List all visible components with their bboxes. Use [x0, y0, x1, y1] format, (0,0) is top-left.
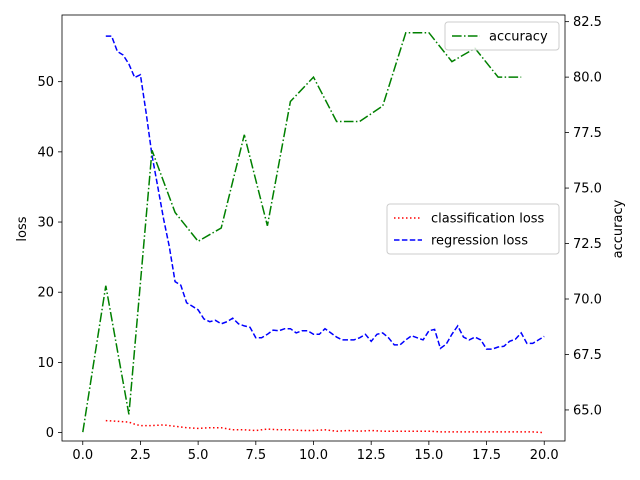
y-left-tick-label: 40 [37, 145, 54, 160]
x-axis: 0.0 2.5 5.0 7.5 10.0 12.5 15.0 17.5 20.0 [72, 441, 559, 463]
x-tick-label: 0.0 [72, 448, 93, 463]
x-tick-label: 12.5 [357, 448, 386, 463]
legend-entry: regression loss [431, 234, 528, 249]
legend-losses: classification loss regression loss [386, 203, 560, 255]
legend-accuracy: accuracy [444, 21, 560, 51]
x-tick-label: 5.0 [188, 448, 209, 463]
y-right-tick-label: 82.5 [573, 15, 602, 30]
legend-box [386, 203, 560, 255]
legend-box [444, 21, 560, 51]
x-tick-label: 7.5 [245, 448, 266, 463]
x-tick-label: 2.5 [130, 448, 151, 463]
y-axis-right: 65.0 67.5 70.0 72.5 75.0 77.5 80.0 82.5 [565, 15, 602, 418]
y-right-tick-label: 67.5 [573, 348, 602, 363]
y-axis-left: 0 10 20 30 40 50 [37, 75, 62, 441]
y-right-tick-label: 72.5 [573, 237, 602, 252]
x-tick-label: 10.0 [299, 448, 328, 463]
y-left-tick-label: 50 [37, 75, 54, 90]
y-right-tick-label: 65.0 [573, 403, 602, 418]
y-right-tick-label: 80.0 [573, 71, 602, 86]
y-right-tick-label: 75.0 [573, 182, 602, 197]
y-right-tick-label: 70.0 [573, 293, 602, 308]
x-tick-label: 17.5 [472, 448, 501, 463]
series-line-accuracy [82, 31, 522, 433]
y-left-tick-label: 10 [37, 356, 54, 371]
x-tick-label: 20.0 [530, 448, 559, 463]
x-tick-label: 15.0 [414, 448, 443, 463]
y-left-tick-label: 0 [46, 426, 54, 441]
y-left-tick-label: 20 [37, 286, 54, 301]
y-right-tick-label: 77.5 [573, 126, 602, 141]
series-line-classification-loss [105, 419, 545, 434]
y-left-tick-label: 30 [37, 216, 54, 231]
legend-entry: classification loss [431, 212, 545, 227]
legend-entry: accuracy [489, 30, 548, 45]
y-axis-right-title: accuracy [611, 199, 626, 258]
y-axis-left-title: loss [15, 216, 30, 241]
series-line-regression-loss [105, 35, 545, 350]
